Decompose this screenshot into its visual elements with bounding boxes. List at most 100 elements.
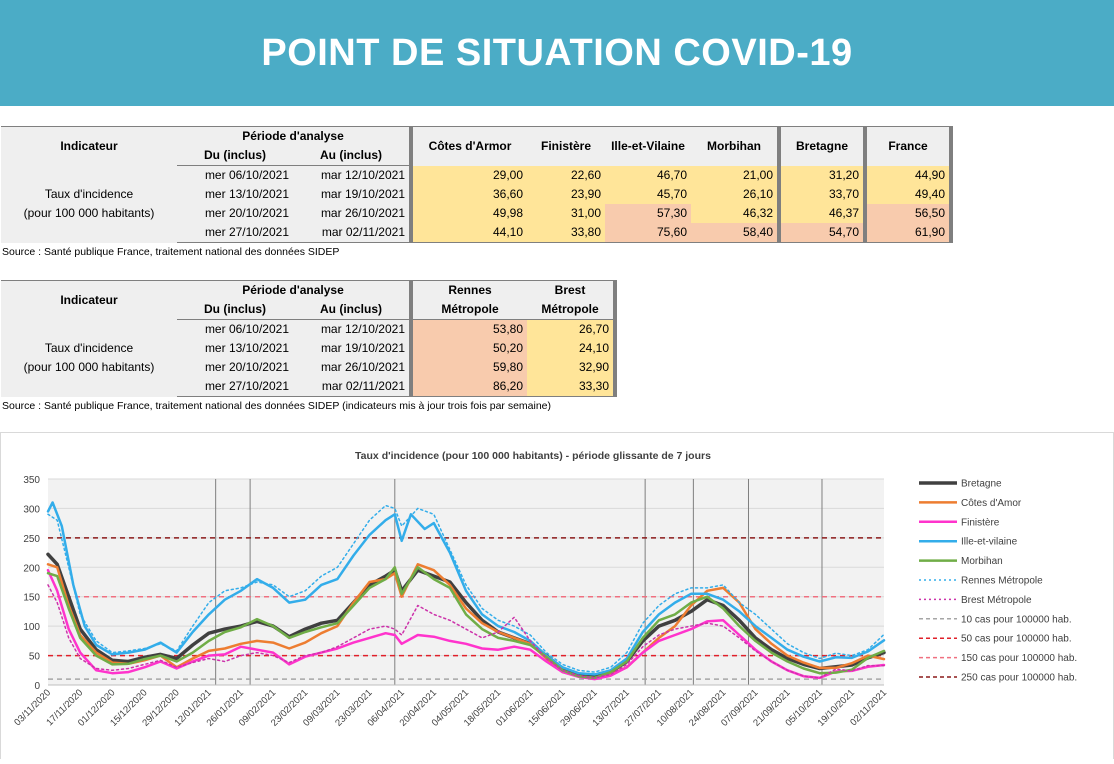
col-header-indicateur: Indicateur — [1, 280, 177, 320]
legend-label: Côtes d'Amor — [961, 498, 1022, 509]
series-lines — [46, 501, 886, 681]
y-tick-label: 350 — [23, 475, 40, 486]
plot-area — [48, 479, 884, 685]
col-header-du: Du (inclus) — [177, 146, 293, 166]
incidence-chart: Taux d'incidence (pour 100 000 habitants… — [0, 432, 1114, 759]
value-cell: 29,00 — [409, 165, 527, 185]
y-tick-label: 250 — [23, 534, 40, 545]
value-cell: 26,70 — [527, 319, 617, 339]
period-start: mer 27/10/2021 — [177, 223, 293, 243]
legend-label: Finistère — [961, 517, 1000, 528]
value-cell: 58,40 — [691, 223, 781, 243]
col-header-morbihan: Morbihan — [691, 126, 781, 166]
value-cell: 46,37 — [779, 204, 867, 223]
indicator-label-line1: Taux d'incidence — [44, 341, 134, 355]
period-start: mer 13/10/2021 — [177, 339, 293, 358]
series-line — [47, 504, 885, 673]
col-header-finistere: Finistère — [527, 126, 605, 166]
value-cell: 59,80 — [409, 358, 527, 377]
value-cell: 44,90 — [865, 165, 953, 185]
table2-source: Source : Santé publique France, traiteme… — [2, 400, 552, 412]
legend-label: 250 cas pour 100000 hab. — [961, 673, 1077, 684]
indicator-label: Taux d'incidence (pour 100 000 habitants… — [1, 319, 177, 397]
col-header-rennes-l1: Rennes — [409, 280, 527, 300]
y-tick-label: 50 — [29, 652, 41, 663]
y-tick-label: 150 — [23, 593, 40, 604]
value-cell: 44,10 — [409, 223, 527, 243]
incidence-table-departments: Indicateur Période d'analyse Côtes d'Arm… — [1, 126, 953, 243]
indicator-label-line2: (pour 100 000 habitants) — [23, 206, 155, 220]
period-start: mer 06/10/2021 — [177, 165, 293, 185]
value-cell: 31,20 — [779, 165, 867, 185]
value-cell: 21,00 — [691, 165, 781, 185]
value-cell: 50,20 — [409, 339, 527, 358]
y-tick-label: 300 — [23, 504, 40, 515]
series-line — [46, 568, 886, 681]
page-title: POINT DE SITUATION COVID-19 — [261, 31, 853, 74]
col-header-brest-l1: Brest — [527, 280, 617, 300]
period-start: mer 27/10/2021 — [177, 377, 293, 397]
legend-label: 50 cas pour 100000 hab. — [961, 634, 1072, 645]
col-header-rennes-l2: Métropole — [409, 300, 527, 320]
value-cell: 36,60 — [409, 185, 527, 204]
series-line — [47, 584, 885, 679]
value-cell: 61,90 — [865, 223, 953, 243]
period-end: mar 26/10/2021 — [293, 358, 411, 377]
value-cell: 33,80 — [527, 223, 605, 243]
col-header-brest-l2: Métropole — [527, 300, 617, 320]
period-start: mer 20/10/2021 — [177, 204, 293, 223]
col-header-cotes-armor: Côtes d'Armor — [409, 126, 527, 166]
col-header-france: France — [865, 126, 953, 166]
legend-label: 150 cas pour 100000 hab. — [961, 653, 1077, 664]
period-start: mer 20/10/2021 — [177, 358, 293, 377]
value-cell: 75,60 — [605, 223, 691, 243]
col-header-au: Au (inclus) — [293, 146, 411, 166]
period-end: mar 19/10/2021 — [293, 185, 411, 204]
legend-label: Bretagne — [961, 479, 1002, 490]
legend-label: Morbihan — [961, 556, 1003, 567]
value-cell: 32,90 — [527, 358, 617, 377]
table-row: mer 27/10/2021 mar 02/11/2021 86,20 33,3… — [1, 377, 617, 397]
value-cell: 53,80 — [409, 319, 527, 339]
value-cell: 45,70 — [605, 185, 691, 204]
incidence-table-metropoles: Indicateur Période d'analyse Rennes Bres… — [1, 280, 617, 397]
indicator-label: Taux d'incidence (pour 100 000 habitants… — [1, 165, 177, 243]
table-row: mer 13/10/2021 mar 19/10/2021 36,60 23,9… — [1, 185, 953, 204]
table-row: mer 20/10/2021 mar 26/10/2021 59,80 32,9… — [1, 358, 617, 377]
value-cell: 54,70 — [779, 223, 867, 243]
value-cell: 33,30 — [527, 377, 617, 397]
value-cell: 24,10 — [527, 339, 617, 358]
series-line — [46, 552, 886, 678]
table-row: Taux d'incidence (pour 100 000 habitants… — [1, 319, 617, 397]
value-cell: 56,50 — [865, 204, 953, 223]
incidence-chart-svg: Taux d'incidence (pour 100 000 habitants… — [12, 450, 1077, 729]
value-cell: 31,00 — [527, 204, 605, 223]
value-cell: 57,30 — [605, 204, 691, 223]
table-row: mer 13/10/2021 mar 19/10/2021 50,20 24,1… — [1, 339, 617, 358]
col-header-du: Du (inclus) — [177, 300, 293, 320]
indicator-label-line1: Taux d'incidence — [44, 187, 134, 201]
value-cell: 49,40 — [865, 185, 953, 204]
title-banner: POINT DE SITUATION COVID-19 — [0, 0, 1114, 106]
value-cell: 46,32 — [691, 204, 781, 223]
series-line — [46, 566, 886, 680]
value-cell: 33,70 — [779, 185, 867, 204]
col-header-au: Au (inclus) — [293, 300, 411, 320]
chart-title: Taux d'incidence (pour 100 000 habitants… — [355, 450, 711, 462]
period-end: mar 02/11/2021 — [293, 223, 411, 243]
y-tick-label: 0 — [34, 681, 40, 692]
y-tick-label: 100 — [23, 622, 40, 633]
value-cell: 22,60 — [527, 165, 605, 185]
period-end: mar 12/10/2021 — [293, 319, 411, 339]
y-tick-label: 200 — [23, 563, 40, 574]
x-axis: 03/11/202017/11/202001/12/202015/12/2020… — [12, 684, 889, 729]
series-line — [46, 501, 886, 676]
value-cell: 46,70 — [605, 165, 691, 185]
col-header-periode: Période d'analyse — [177, 126, 411, 146]
value-cell: 26,10 — [691, 185, 781, 204]
value-cell: 86,20 — [409, 377, 527, 397]
col-header-ille-et-vilaine: Ille-et-Vilaine — [605, 126, 691, 166]
value-cell: 23,90 — [527, 185, 605, 204]
table-row: Taux d'incidence (pour 100 000 habitants… — [1, 165, 953, 243]
period-end: mar 26/10/2021 — [293, 204, 411, 223]
